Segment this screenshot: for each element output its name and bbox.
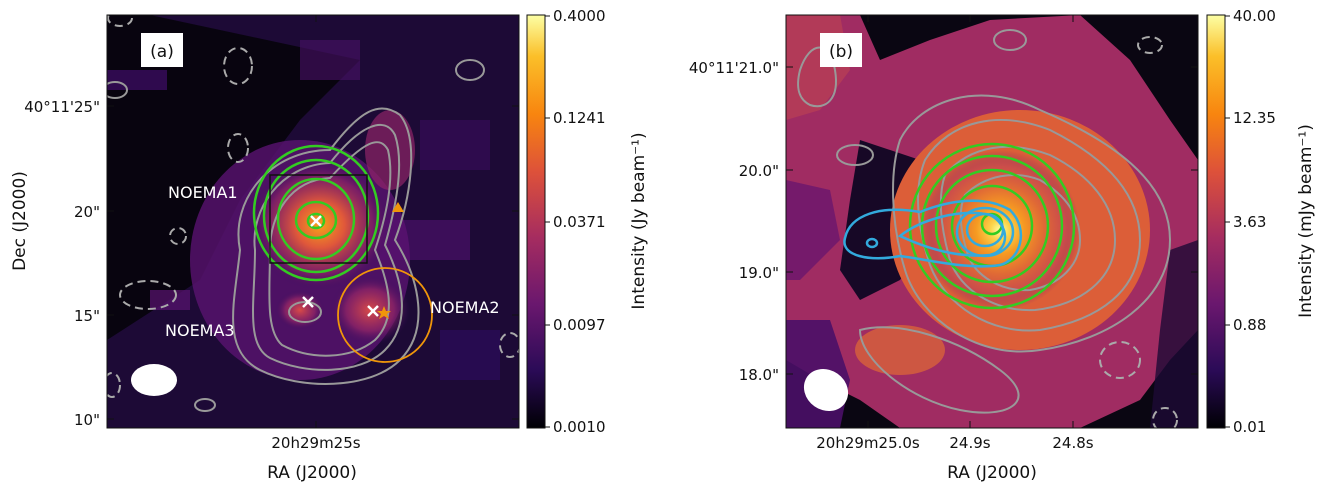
b-ytick-3: 18.0" <box>739 366 779 384</box>
a-cbar-label: Intensity (Jy beam⁻¹) <box>629 132 649 309</box>
x-marker-noema2 <box>367 305 379 317</box>
panel-a-colorbar: 0.4000 0.1241 0.0371 0.0097 0.0010 Inten… <box>526 7 649 436</box>
panel-a-green-contours <box>252 144 380 282</box>
panel-a-label: (a) <box>150 42 174 62</box>
panel-b-dashed-contours <box>1099 36 1178 428</box>
x-marker-noema1 <box>310 215 322 227</box>
panel-a-gray-contours <box>107 59 485 412</box>
b-ytick-1: 20.0" <box>739 162 779 180</box>
panel-b-green-contours <box>908 142 1076 310</box>
b-cbar-tick-4: 0.01 <box>1233 418 1266 436</box>
b-xtick-0: 20h29m25.0s <box>816 434 920 452</box>
b-cbar-tick-3: 0.88 <box>1233 316 1266 334</box>
a-ylabel: Dec (J2000) <box>10 171 30 271</box>
b-ytick-2: 19.0" <box>739 264 779 282</box>
panel-b-frame <box>785 14 1199 429</box>
panel-a-ticks <box>107 15 519 428</box>
panel-a: (a) NOEMA1 NOEMA2 NOEMA3 40°11'25" 20" 1… <box>10 7 649 483</box>
b-cbar-label: Intensity (mJy beam⁻¹) <box>1296 124 1316 318</box>
panel-b-ticks <box>786 15 1198 428</box>
panel-b: (b) 40°11'21.0" 20.0" 19.0" 18.0" 20h29m… <box>689 7 1316 483</box>
a-ytick-1: 20" <box>74 203 100 221</box>
b-cbar-tick-1: 12.35 <box>1233 109 1276 127</box>
triangle-marker <box>392 202 404 212</box>
b-cbar-tick-0: 40.00 <box>1233 7 1276 25</box>
panel-b-beam <box>803 368 849 412</box>
b-cbar-tick-2: 3.63 <box>1233 213 1266 231</box>
b-xtick-1: 24.9s <box>949 434 990 452</box>
panel-b-cyan-contours <box>843 199 1022 268</box>
panel-b-image <box>786 15 1198 428</box>
x-marker-noema3 <box>302 296 314 308</box>
panel-b-colorbar: 40.00 12.35 3.63 0.88 0.01 Intensity (mJ… <box>1206 7 1316 436</box>
star-marker <box>377 306 391 319</box>
a-ytick-2: 15" <box>74 307 100 325</box>
noema1-label: NOEMA1 <box>168 183 238 202</box>
panel-a-box <box>269 174 368 264</box>
a-cbar-tick-4: 0.0010 <box>553 418 606 436</box>
a-xlabel: RA (J2000) <box>267 463 357 483</box>
panel-a-dashed-contours <box>107 15 519 398</box>
panel-b-label-box: (b) <box>820 33 862 67</box>
panel-a-orange-circle <box>337 267 433 363</box>
panel-a-markers <box>302 202 404 319</box>
panel-a-beam <box>131 364 177 396</box>
b-xtick-2: 24.8s <box>1052 434 1093 452</box>
panel-a-label-box: (a) <box>141 33 183 67</box>
b-xlabel: RA (J2000) <box>947 463 1037 483</box>
a-cbar-tick-3: 0.0097 <box>553 316 606 334</box>
panel-a-image <box>107 15 519 428</box>
b-ytick-0: 40°11'21.0" <box>689 59 779 77</box>
noema3-label: NOEMA3 <box>165 321 235 340</box>
a-ytick-3: 10" <box>74 411 100 429</box>
panel-b-label: (b) <box>829 42 853 62</box>
noema2-label: NOEMA2 <box>430 298 500 317</box>
a-cbar-tick-0: 0.4000 <box>553 7 606 25</box>
a-cbar-tick-2: 0.0371 <box>553 213 606 231</box>
a-cbar-tick-1: 0.1241 <box>553 109 606 127</box>
a-ytick-0: 40°11'25" <box>24 98 100 116</box>
a-xtick-0: 20h29m25s <box>271 434 360 452</box>
panel-a-frame <box>106 14 520 429</box>
